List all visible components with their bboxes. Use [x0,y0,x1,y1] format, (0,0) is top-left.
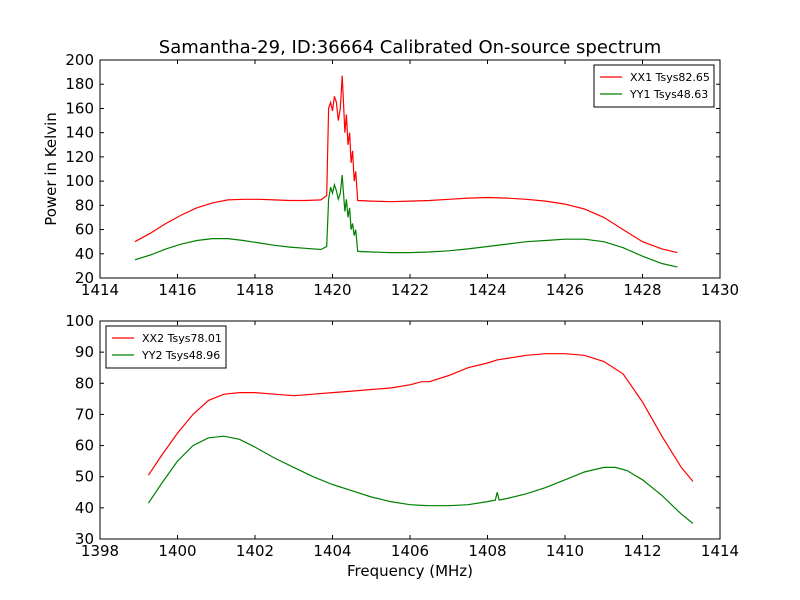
figure-title: Samantha-29, ID:36664 Calibrated On-sour… [159,37,661,58]
series-line-yy [147,435,694,524]
y-tick-label: 140 [65,124,94,142]
y-tick-label: 20 [75,269,94,287]
legend-entry: YY1 Tsys48.63 [629,88,708,101]
y-tick-label: 90 [75,343,94,361]
x-tick-label: 1404 [313,542,351,560]
legend-entry: YY2 Tsys48.96 [141,349,220,362]
x-tick-label: 1406 [391,542,429,560]
legend-entry: XX1 Tsys82.65 [630,71,710,84]
legend-entry: XX2 Tsys78.01 [142,332,222,345]
x-tick-label: 1408 [468,542,506,560]
bottom-spectrum-plot: 1398 1400 1402 1404 1406 1408 1410 1412 1414 30 40… [65,312,739,580]
y-tick-label: 70 [75,405,94,423]
x-tick-label: 1412 [623,542,661,560]
y-tick-label: 180 [65,75,94,93]
x-tick-label: 1420 [313,281,351,299]
x-tick-label: 1414 [701,542,739,560]
x-tick-label: 1414 [81,281,119,299]
x-tick-label: 1416 [158,281,196,299]
x-tick-label: 1426 [546,281,584,299]
x-tick-label: 1418 [236,281,274,299]
y-tick-label: 40 [75,245,94,263]
y-tick-label: 80 [75,196,94,214]
top-spectrum-plot: 1414 1416 1418 1420 1422 1424 1426 1428 1430 20 40… [42,51,739,299]
legend: XX1 Tsys82.65 YY1 Tsys48.63 [593,64,715,108]
y-tick-label: 40 [75,499,94,517]
x-tick-label: 1410 [546,542,584,560]
y-tick-label: 50 [75,468,94,486]
x-tick-label: 1400 [158,542,196,560]
y-tick-label: 120 [65,148,94,166]
series-line-xx [134,75,678,254]
y-axis-label: Power in Kelvin [42,112,60,226]
y-tick-label: 100 [65,172,94,190]
y-tick-label: 160 [65,99,94,117]
series-line-yy [134,175,678,268]
y-tick-label: 200 [65,51,94,69]
y-tick-label: 80 [75,374,94,392]
x-tick-label: 1402 [236,542,274,560]
y-tick-label: 100 [65,312,94,330]
x-tick-label: 1428 [623,281,661,299]
x-tick-label: 1424 [468,281,506,299]
x-tick-label: 1398 [81,542,119,560]
y-tick-label: 60 [75,221,94,239]
x-axis-label: Frequency (MHz) [347,562,473,580]
y-tick-label: 60 [75,437,94,455]
y-tick-label: 30 [75,530,94,548]
legend-box [105,325,227,369]
x-tick-label: 1430 [701,281,739,299]
legend-box [593,64,715,108]
x-tick-label: 1422 [391,281,429,299]
legend: XX2 Tsys78.01 YY2 Tsys48.96 [105,325,227,369]
series-line-xx [147,353,694,482]
